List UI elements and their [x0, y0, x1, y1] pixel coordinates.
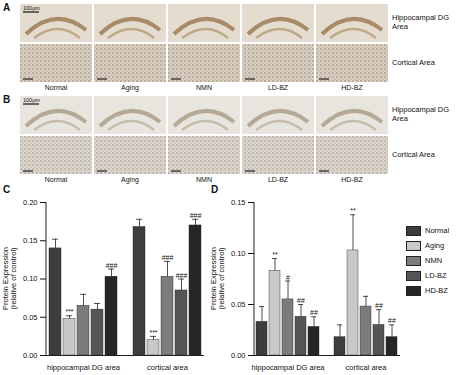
svg-text:###: ###: [106, 262, 118, 269]
svg-text:Protein Expression: Protein Expression: [1, 247, 10, 310]
svg-text:100μm: 100μm: [23, 5, 40, 11]
svg-text:0.00: 0.00: [231, 351, 246, 360]
svg-text:###: ###: [176, 272, 188, 279]
html-text:Normal: Normal: [425, 226, 450, 236]
svg-text:hippocampal DG area: hippocampal DG area: [252, 363, 326, 372]
svg-text:0.15: 0.15: [231, 198, 246, 207]
svg-text:cortical area: cortical area: [147, 363, 189, 372]
html-text:Cortical Area: Cortical Area: [392, 57, 435, 67]
svg-text:##: ##: [375, 302, 383, 309]
svg-text:LD-BZ: LD-BZ: [268, 84, 289, 91]
svg-text:###: ###: [190, 212, 202, 219]
svg-text:Aging: Aging: [121, 84, 139, 92]
html-text:HD-BZ: HD-BZ: [425, 286, 448, 296]
svg-text:Aging: Aging: [121, 176, 139, 184]
svg-text:0.05: 0.05: [231, 300, 246, 309]
svg-text:LD-BZ: LD-BZ: [268, 176, 289, 183]
svg-text:##: ##: [297, 297, 305, 304]
svg-text:HD-BZ: HD-BZ: [341, 84, 363, 91]
svg-text:HD-BZ: HD-BZ: [341, 176, 363, 183]
svg-text:cortical area: cortical area: [346, 363, 388, 372]
svg-text:Normal: Normal: [45, 176, 68, 183]
svg-text:##: ##: [310, 309, 318, 316]
svg-text:0.15: 0.15: [23, 236, 38, 245]
svg-text:***: ***: [65, 308, 73, 315]
html-text:Aging: Aging: [425, 241, 445, 251]
html-text:A: A: [3, 2, 11, 13]
html-text:LD-BZ: LD-BZ: [425, 271, 447, 281]
svg-text:NMN: NMN: [196, 176, 212, 183]
svg-text:hippocampal DG area: hippocampal DG area: [47, 363, 121, 372]
svg-text:0.20: 0.20: [23, 198, 38, 207]
svg-text:(relative of control): (relative of control): [9, 247, 18, 310]
html-text:Hippocampal DG Area: Hippocampal DG Area: [392, 13, 450, 31]
svg-text:**: **: [350, 207, 356, 214]
svg-text:(relative of control): (relative of control): [217, 247, 226, 310]
svg-text:###: ###: [162, 254, 174, 261]
svg-text:100μm: 100μm: [23, 97, 40, 103]
svg-text:NMN: NMN: [196, 84, 212, 91]
svg-text:***: ***: [149, 329, 157, 336]
svg-text:0.10: 0.10: [231, 249, 246, 258]
html-text:D: D: [211, 184, 219, 195]
html-text:Cortical Area: Cortical Area: [392, 149, 435, 159]
svg-text:#: #: [286, 274, 290, 281]
svg-text:**: **: [272, 251, 278, 258]
svg-text:Normal: Normal: [45, 84, 68, 91]
html-text:C: C: [3, 184, 11, 195]
svg-text:0.05: 0.05: [23, 313, 38, 322]
svg-text:##: ##: [388, 317, 396, 324]
html-text:B: B: [3, 94, 11, 105]
svg-text:0.00: 0.00: [23, 351, 38, 360]
svg-text:Protein Expression: Protein Expression: [209, 247, 218, 310]
html-text:Hippocampal DG Area: Hippocampal DG Area: [392, 105, 450, 123]
svg-text:0.10: 0.10: [23, 274, 38, 283]
html-text:NMN: NMN: [425, 256, 443, 266]
